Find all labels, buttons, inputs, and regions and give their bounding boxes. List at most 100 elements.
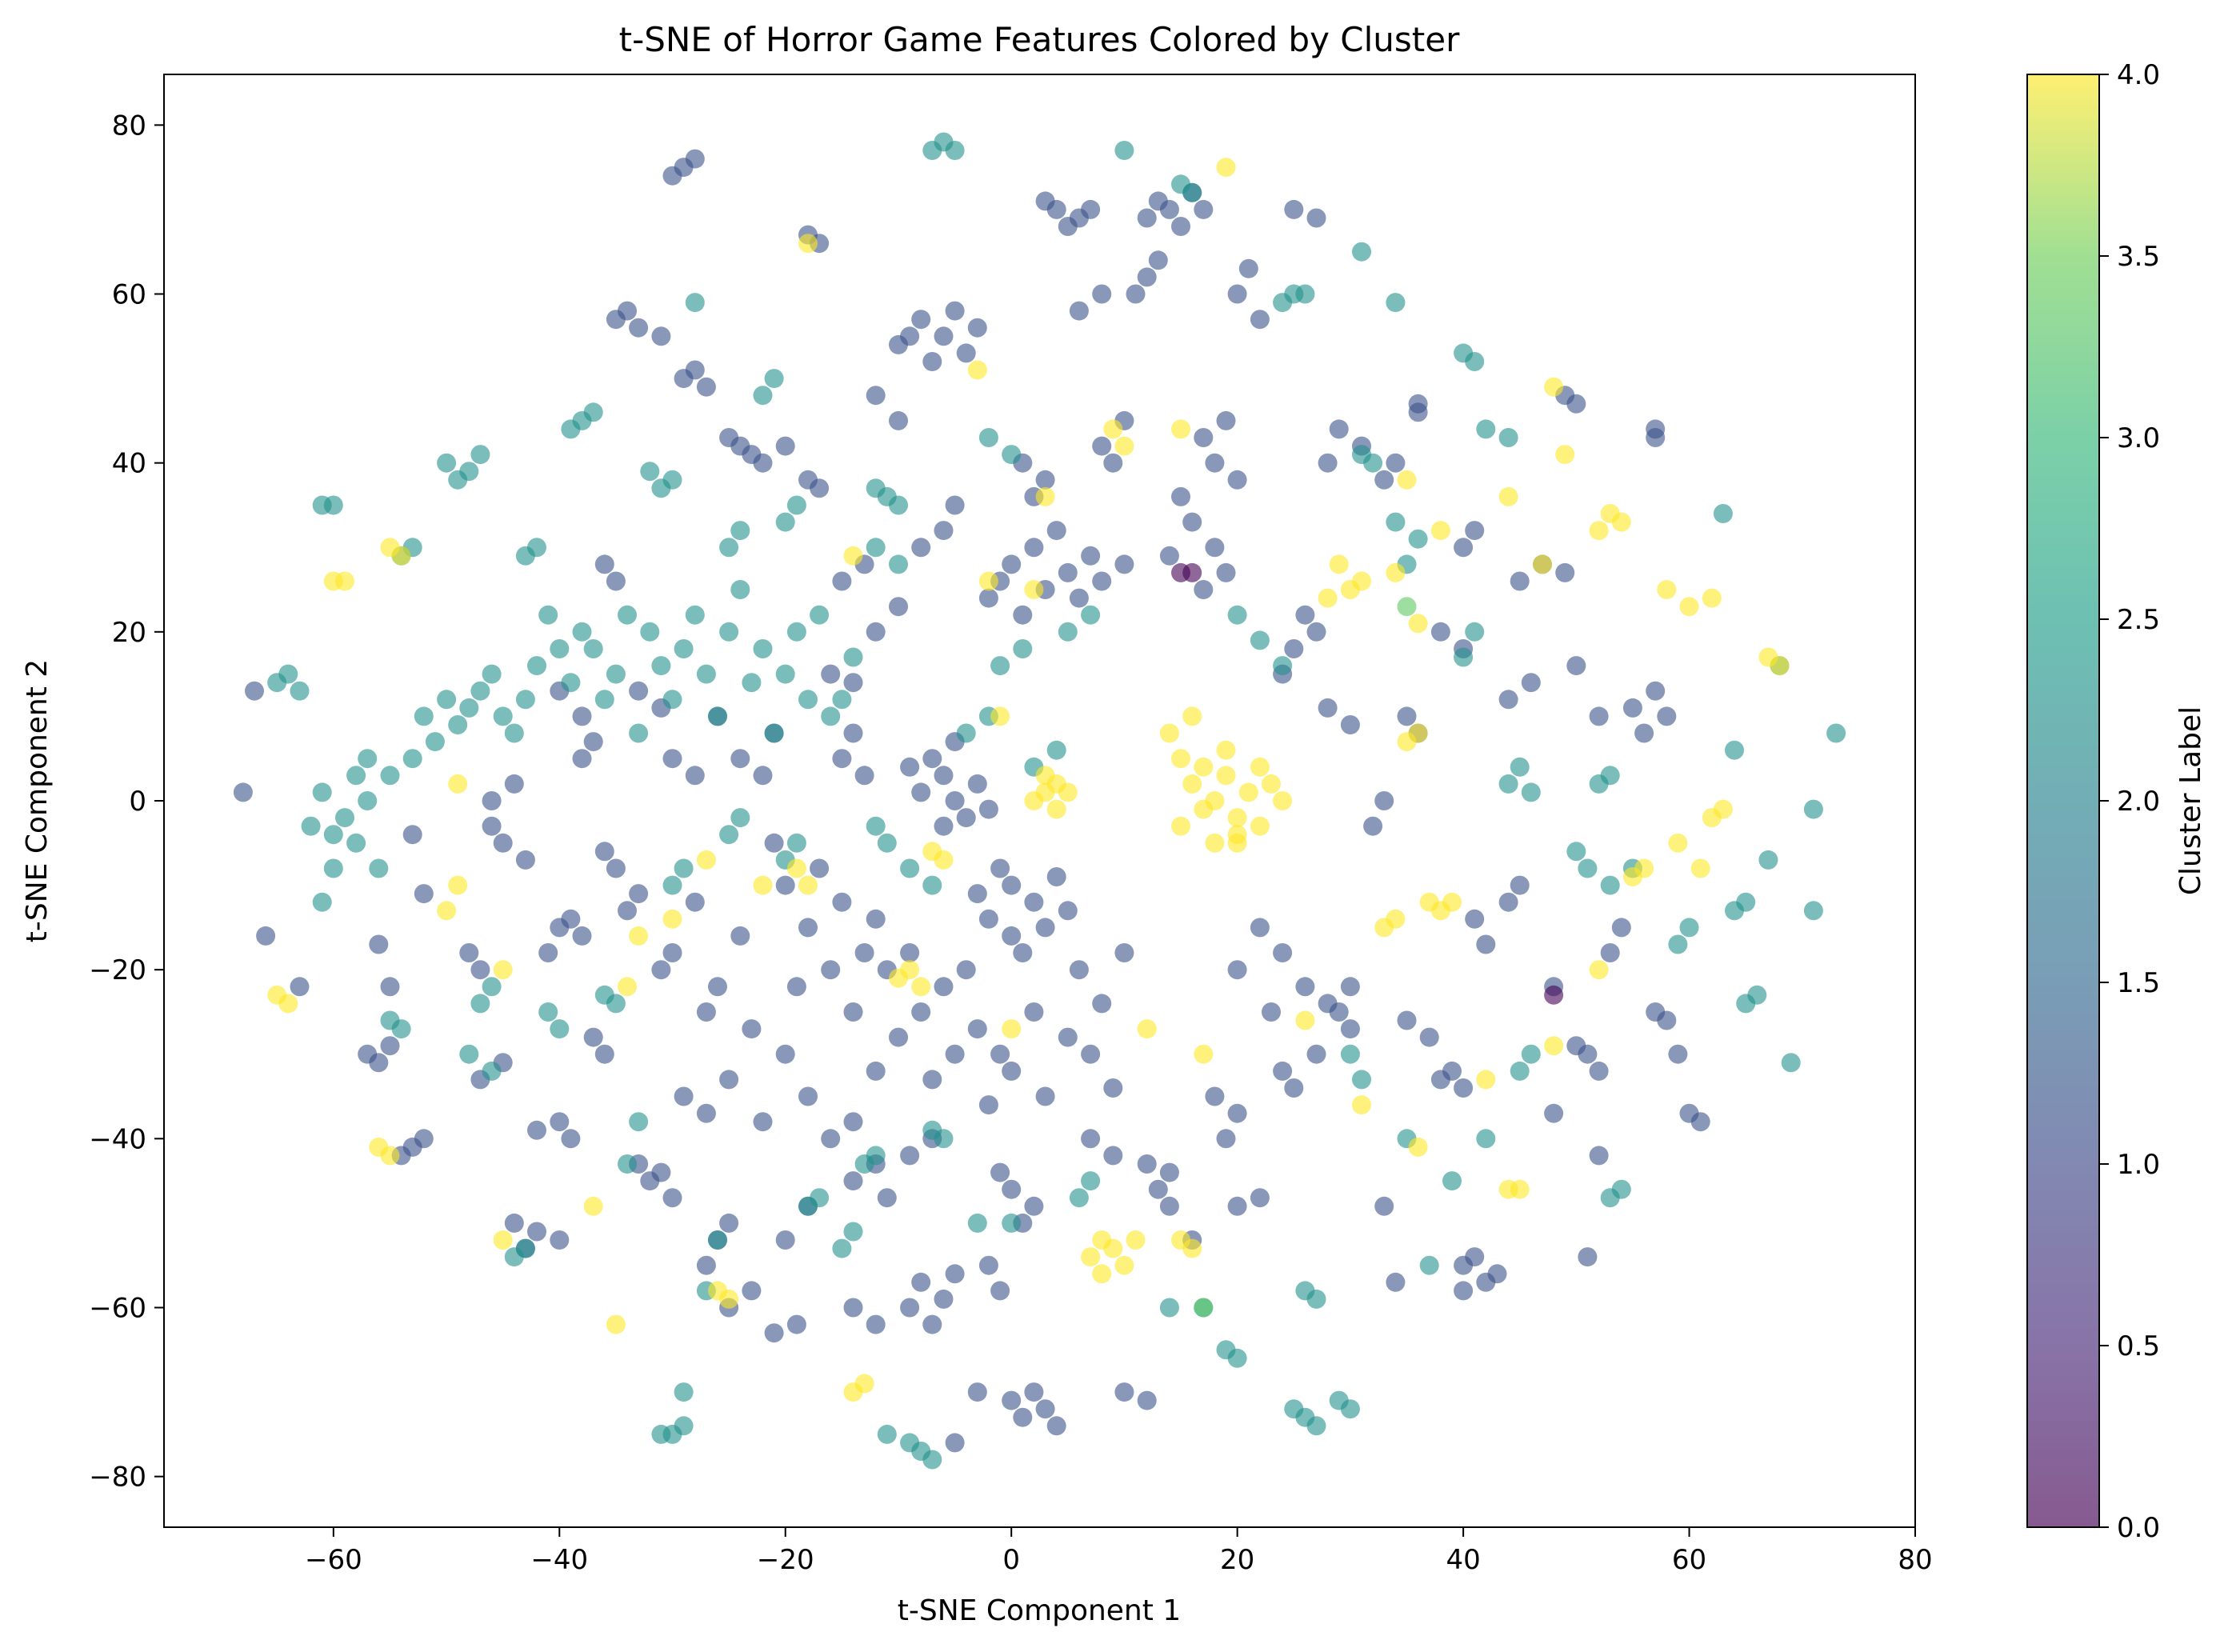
data-point-cluster-1 <box>945 791 965 810</box>
data-point-cluster-2 <box>685 605 705 625</box>
data-point-cluster-2 <box>515 690 535 710</box>
data-point-cluster-2 <box>1386 293 1406 313</box>
data-point-cluster-1 <box>1092 436 1112 456</box>
data-point-cluster-4 <box>618 977 637 997</box>
data-point-cluster-1 <box>1690 1112 1710 1132</box>
data-point-cluster-1 <box>550 1230 570 1250</box>
data-point-cluster-1 <box>493 833 513 853</box>
data-point-cluster-2 <box>1476 1129 1496 1149</box>
data-point-cluster-4 <box>1227 808 1247 828</box>
data-point-cluster-1 <box>527 1120 546 1140</box>
data-point-cluster-1 <box>764 1323 784 1343</box>
data-point-cluster-1 <box>967 1019 987 1039</box>
data-point-cluster-1 <box>290 977 310 997</box>
data-point-cluster-4 <box>323 571 343 591</box>
data-point-cluster-1 <box>911 1002 931 1022</box>
data-point-cluster-1 <box>1092 571 1112 591</box>
data-point-cluster-2 <box>1081 605 1101 625</box>
data-point-cluster-1 <box>1035 918 1055 938</box>
data-point-cluster-2 <box>618 1154 637 1174</box>
data-point-cluster-2 <box>1002 1213 1022 1233</box>
data-point-cluster-1 <box>459 943 479 962</box>
data-point-cluster-2 <box>1442 1171 1462 1191</box>
data-point-cluster-4 <box>448 774 468 794</box>
data-point-cluster-1 <box>934 1289 954 1309</box>
data-point-cluster-4 <box>1024 580 1044 599</box>
data-point-cluster-2 <box>1182 182 1202 202</box>
data-point-cluster-4 <box>1182 1238 1202 1258</box>
data-point-cluster-2 <box>651 656 671 676</box>
data-point-cluster-2 <box>775 664 795 684</box>
data-point-cluster-1 <box>561 1129 581 1149</box>
data-point-cluster-1 <box>1646 681 1666 701</box>
data-point-cluster-2 <box>1826 723 1846 743</box>
data-point-cluster-1 <box>753 1112 773 1132</box>
y-tick-label: −80 <box>89 1462 146 1494</box>
data-point-cluster-1 <box>821 960 841 980</box>
data-point-cluster-1 <box>1611 918 1631 938</box>
data-point-cluster-1 <box>889 334 908 354</box>
data-point-cluster-1 <box>719 1070 739 1090</box>
data-point-cluster-2 <box>1510 1061 1530 1081</box>
data-point-cluster-1 <box>572 706 592 726</box>
data-point-cluster-2 <box>753 639 773 658</box>
data-point-cluster-2 <box>482 977 502 997</box>
data-point-cluster-1 <box>911 782 931 802</box>
data-point-cluster-1 <box>696 377 716 397</box>
data-point-cluster-2 <box>346 833 366 853</box>
data-point-cluster-1 <box>1081 199 1101 219</box>
data-point-cluster-1 <box>1035 470 1055 490</box>
y-axis-ticks: −80 −60 −40 −20 0 20 40 60 80 <box>89 110 164 1494</box>
data-point-cluster-2 <box>1081 1171 1101 1191</box>
data-point-cluster-4 <box>786 858 806 878</box>
data-point-cluster-4 <box>606 1314 626 1334</box>
data-point-cluster-4 <box>1205 833 1225 853</box>
data-point-cluster-4 <box>1035 766 1055 786</box>
data-point-cluster-2 <box>866 1146 886 1166</box>
data-point-cluster-1 <box>651 960 671 980</box>
data-point-cluster-2 <box>504 723 524 743</box>
data-point-cluster-4 <box>1295 1010 1315 1030</box>
data-point-cluster-1 <box>1284 1078 1304 1098</box>
data-point-cluster-2 <box>1713 504 1733 523</box>
data-point-cluster-1 <box>1148 1179 1168 1199</box>
data-point-cluster-1 <box>1069 301 1089 321</box>
data-point-cluster-2 <box>1002 445 1022 465</box>
data-point-cluster-1 <box>1137 1154 1157 1174</box>
data-point-cluster-1 <box>911 310 931 330</box>
data-point-cluster-4 <box>753 875 773 895</box>
data-point-cluster-1 <box>889 410 908 430</box>
data-point-cluster-2 <box>674 858 694 878</box>
data-point-cluster-1 <box>900 1146 920 1166</box>
data-point-cluster-1 <box>945 1264 965 1284</box>
data-point-cluster-2 <box>832 690 852 710</box>
data-point-cluster-1 <box>854 943 874 962</box>
data-point-cluster-1 <box>1024 538 1044 558</box>
data-point-cluster-4 <box>1690 858 1710 878</box>
data-point-cluster-1 <box>1114 1382 1134 1402</box>
data-point-cluster-2 <box>629 1112 649 1132</box>
data-point-cluster-2 <box>674 639 694 658</box>
data-point-cluster-1 <box>674 1086 694 1106</box>
data-point-cluster-4 <box>1329 554 1349 574</box>
data-point-cluster-1 <box>1013 943 1033 962</box>
data-point-cluster-2 <box>323 825 343 845</box>
x-tick-label: 80 <box>1898 1544 1932 1576</box>
data-point-cluster-2 <box>843 1222 863 1242</box>
data-point-cluster-2 <box>459 1044 479 1064</box>
data-point-cluster-1 <box>1408 394 1428 414</box>
data-point-cluster-1 <box>482 816 502 836</box>
data-point-cluster-1 <box>1487 1264 1507 1284</box>
colorbar <box>2027 74 2099 1527</box>
data-point-cluster-1 <box>1159 1196 1179 1216</box>
data-point-cluster-1 <box>233 782 253 802</box>
data-point-cluster-2 <box>1069 1188 1089 1208</box>
data-point-cluster-1 <box>866 1061 886 1081</box>
data-point-cluster-2 <box>786 622 806 642</box>
data-point-cluster-4 <box>1386 562 1406 582</box>
data-point-cluster-0 <box>1544 985 1564 1005</box>
data-point-cluster-1 <box>629 681 649 701</box>
data-point-cluster-1 <box>504 774 524 794</box>
y-tick-label: −60 <box>89 1292 146 1324</box>
data-point-cluster-4 <box>798 234 818 254</box>
